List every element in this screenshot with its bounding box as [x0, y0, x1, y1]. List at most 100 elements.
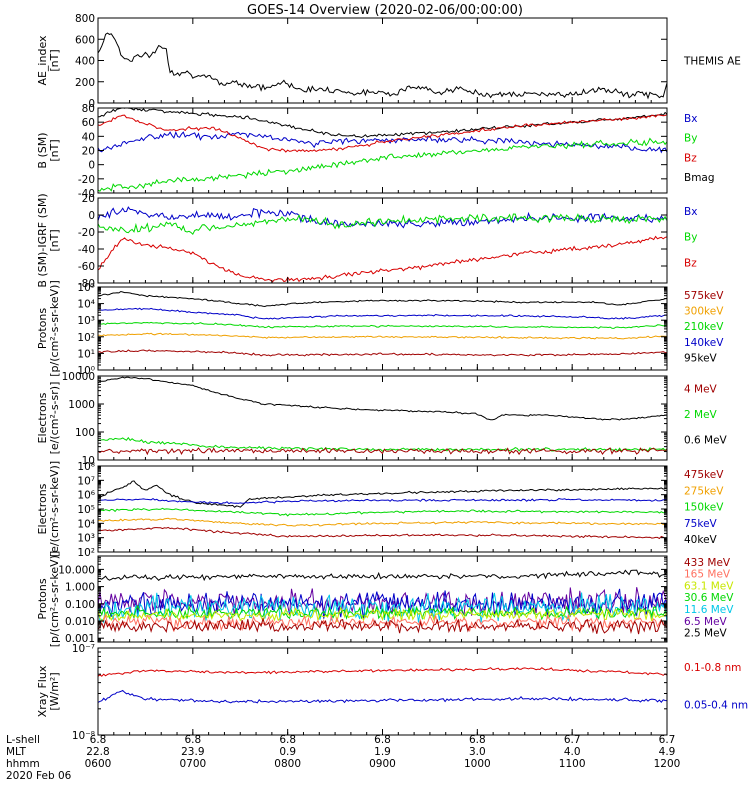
panel-3-ylabel: [nT] [48, 229, 61, 251]
panel-4-ytick-label: 10¹ [77, 348, 95, 360]
panel-8: 10⁻⁸ 10⁻⁷ Xray Flux [W/m²] 0.1-0.8 nm 0.05-0.… [36, 643, 748, 742]
time-axis-value: 6.8 [279, 734, 296, 746]
panel-5-series-3 [98, 447, 667, 456]
panel-1-ytick-label: 400 [75, 56, 95, 68]
panel-2-ylabel: B (SM) [36, 132, 49, 168]
time-axis-value: 0700 [179, 758, 206, 770]
panel-7-legend-item: 6.5 MeV [684, 616, 728, 628]
time-axis-value: 1.9 [374, 746, 391, 758]
panel-2-series-2 [98, 130, 667, 154]
chart-title: GOES-14 Overview (2020-02-06/00:00:00) [247, 3, 523, 18]
panel-4-series-2 [98, 307, 667, 320]
panel-7-series-8 [98, 616, 667, 635]
time-axis-value: 0900 [369, 758, 396, 770]
panel-2-ytick-label: 20 [82, 146, 95, 158]
panel-7-ytick-label: 0.010 [65, 616, 95, 628]
time-axis-value: 6.8 [90, 734, 107, 746]
panel-3-legend-item: Bx [684, 206, 697, 218]
panel-4-series-3 [98, 321, 667, 329]
panel-4-ytick-label: 10³ [77, 315, 95, 327]
time-axis-value: 0.9 [279, 746, 296, 758]
panel-5-ytick-label: 100 [75, 427, 95, 439]
panel-2-ylabel: [nT] [48, 139, 61, 161]
panel-1-ytick-label: 0 [88, 98, 95, 110]
panel-6-ytick-label: 10⁸ [77, 461, 95, 473]
panel-2-ytick-label: 80 [82, 103, 95, 115]
time-axis-value: 22.8 [86, 746, 109, 758]
panel-4-legend-item: 300keV [684, 305, 724, 317]
panel-7-series-3 [98, 588, 667, 620]
date-label: 2020 Feb 06 [6, 770, 72, 782]
panel-7-ylabel: [p/(cm²-s-sr-keV)] [48, 551, 61, 648]
time-axis-value: 6.8 [184, 734, 201, 746]
panel-3-series-3 [98, 235, 667, 283]
time-axis-value: 6.8 [374, 734, 391, 746]
panel-7-legend-item: 165 MeV [684, 569, 731, 581]
panel-3-series-2 [98, 213, 667, 236]
panel-8-ytick-label: 10⁻⁷ [72, 643, 95, 655]
panel-5-ytick-label: 10 [82, 455, 95, 467]
panel-6-series-5 [98, 526, 667, 540]
panel-3-ytick-label: -40 [78, 244, 95, 256]
panel-7-series-5 [98, 604, 667, 621]
panel-5-legend-item: 0.6 MeV [684, 435, 728, 447]
panel-8-series-2 [98, 689, 667, 704]
panel-7-ytick-label: 0.100 [65, 599, 95, 611]
panel-2-legend-item: Bz [684, 152, 697, 164]
panel-7-series-7 [98, 613, 667, 633]
panel-5-ylabel: [e/(cm²-s-sr)] [48, 382, 61, 455]
panel-6-ylabel: Electrons [36, 483, 49, 534]
panel-1-legend-item: THEMIS AE [683, 56, 741, 68]
panel-7-ylabel: Protons [36, 578, 49, 619]
time-axis-value: 4.0 [564, 746, 581, 758]
panel-4-legend-item: 140keV [684, 337, 724, 349]
panel-7-legend-item: 433 MeV [684, 557, 731, 569]
time-axis-row-label: hhmm [6, 758, 40, 770]
panel-4: 10⁰ 10¹ 10² 10³ 10⁴ 10⁵ Protons [p/(cm²-s-sr-ke… [36, 280, 724, 377]
panel-1-series-1 [98, 32, 667, 100]
panel-3-ytick-label: 20 [82, 193, 95, 205]
panel-4-ytick-label: 10⁴ [77, 299, 95, 311]
panel-4-ylabel: Protons [36, 308, 49, 349]
panel-7-legend-item: 63.1 MeV [684, 580, 734, 592]
panel-6-series-3 [98, 507, 667, 517]
time-axis-value: 1100 [559, 758, 586, 770]
panel-7-ytick-label: 1.000 [65, 582, 95, 594]
panel-1-frame [97, 17, 668, 104]
panel-2-ytick-label: 60 [82, 117, 95, 129]
panel-5-ylabel: Electrons [36, 392, 49, 443]
panel-1-ylabel: [nT] [48, 49, 61, 71]
panel-6-legend-item: 275keV [684, 485, 724, 497]
panel-7-ytick-label: 0.001 [65, 633, 95, 645]
panel-5-ytick-label: 10000 [62, 371, 95, 383]
panel-5-legend-item: 2 MeV [684, 409, 718, 421]
panel-3-ytick-label: 0 [88, 210, 95, 222]
panel-4-frame [97, 286, 668, 371]
panel-4-ytick-label: 10⁵ [77, 282, 95, 294]
panel-6-ytick-label: 10⁴ [77, 518, 95, 530]
panel-1-ytick-label: 600 [75, 34, 95, 46]
panel-6-legend-item: 150keV [684, 502, 724, 514]
panel-2-legend-item: Bmag [684, 172, 715, 184]
time-axis-row-label: L-shell [6, 734, 40, 746]
panel-2-legend-item: Bx [684, 113, 697, 125]
panel-2-series-4 [98, 137, 667, 192]
panel-6-ytick-label: 10² [77, 547, 95, 559]
time-axis-row-label: MLT [6, 746, 26, 758]
time-axis-value: 6.7 [564, 734, 581, 746]
panel-7-series-2 [98, 587, 667, 617]
panel-1-ylabel: AE_index [36, 35, 49, 86]
panel-6-ytick-label: 10⁷ [77, 475, 95, 487]
panel-8-legend-item: 0.1-0.8 nm [684, 662, 741, 674]
panel-4-ytick-label: 10⁰ [77, 365, 95, 377]
panel-4-series-1 [98, 290, 667, 308]
panel-4-legend-item: 575keV [684, 290, 724, 302]
panel-2: -40 -20 0 20 40 60 80 B (SM) [nT] Bx By Bz Bmag [36, 103, 715, 200]
panel-8-legend-item: 0.05-0.4 nm [684, 700, 748, 712]
panel-6-ytick-label: 10⁶ [77, 490, 95, 502]
panel-6-ytick-label: 10³ [77, 533, 95, 545]
panel-7-series-1 [98, 569, 667, 582]
panel-3-ylabel: B (SM)-IGRF (SM) [36, 193, 49, 287]
panel-4-ylabel: [p/(cm²-s-sr-keV)] [48, 280, 61, 377]
panel-8-ylabel: Xray Flux [36, 665, 49, 717]
